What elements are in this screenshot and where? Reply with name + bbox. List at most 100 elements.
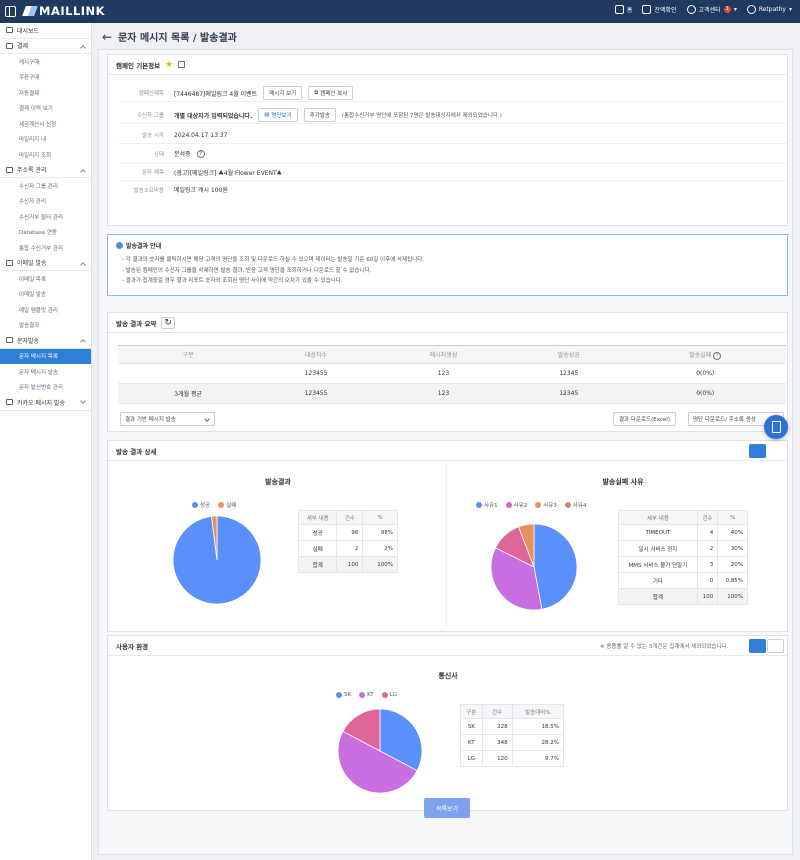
menu-toggle-icon[interactable]	[5, 6, 16, 17]
sidebar-item[interactable]: 수신자 관리	[0, 194, 91, 210]
sidebar-item-label: Database 연동	[19, 230, 58, 237]
cell[interactable]: 123455	[258, 363, 374, 384]
chart-legend: 성공 실패	[192, 501, 236, 509]
chevron-up-icon	[80, 168, 86, 175]
view-message-button[interactable]: 메시지 보기	[263, 86, 303, 100]
sidebar-item[interactable]: 문자 발신번호 관리	[0, 380, 91, 396]
sidebar-item-label: 대시보드	[17, 27, 40, 35]
chevron-up-icon	[80, 339, 86, 345]
pie-slice-SK[interactable]	[379, 708, 423, 772]
cell[interactable]: 98	[336, 524, 364, 541]
sidebar-section[interactable]: 문자발송	[0, 333, 91, 349]
pie-chart-toggle[interactable]	[749, 639, 766, 653]
user-menu[interactable]: Retpathy ▾	[746, 5, 792, 14]
notice-title: 발송결과 안내	[126, 243, 162, 250]
select-value: 결과 기반 메시지 발송	[125, 417, 176, 423]
info-row-send-start: 발송 시작 2024.04.17 13:37	[118, 127, 788, 144]
status-value: 분석중	[174, 151, 191, 158]
memo-icon[interactable]	[178, 61, 186, 68]
sidebar-item[interactable]: 발송결과	[0, 318, 91, 334]
legend-item: 사유1	[476, 501, 498, 509]
logo[interactable]: MAILLINK	[24, 4, 105, 18]
download-excel-button[interactable]: 결과 다운로드(Excel)	[613, 412, 676, 426]
info-row-campaign-title: 캠페인제목 [7446487]메일링크 4월 이벤트 메시지 보기 ⧉ 캠페인 복…	[118, 85, 788, 102]
sidebar-item[interactable]: 결제 이력 보기	[0, 101, 91, 117]
pie-chart-toggle[interactable]	[749, 444, 766, 458]
cell: 0(0%)	[624, 383, 786, 404]
env-note: ※ 용용률 알 수 없는 3개건은 집계에서 제외되었습니다.	[600, 644, 729, 650]
help-icon[interactable]: ?	[713, 351, 722, 360]
sidebar-item[interactable]: 쿠폰구매	[0, 70, 91, 86]
chart-legend: SK KT LG	[336, 692, 397, 698]
legend-dot	[505, 502, 512, 508]
campaign-info-card: 캠페인 기본정보 ★ 캠페인제목 [7446487]메일링크 4월 이벤트 메시지…	[107, 54, 788, 226]
sidebar-section[interactable]: 결제	[0, 39, 91, 54]
row-label: 발송 시작	[142, 133, 164, 139]
sidebar-item[interactable]: 수신거부 필터 관리	[0, 209, 91, 225]
sidebar-section[interactable]: 대시보드	[0, 23, 91, 39]
support-link[interactable]: 고객센터 1 ▾	[686, 5, 737, 14]
sidebar-section[interactable]: 주소록 관리	[0, 163, 91, 178]
cell: LG	[460, 750, 483, 767]
home-link[interactable]: 홈	[614, 5, 632, 14]
cell[interactable]: 4	[696, 524, 719, 541]
legend-label: 실패	[226, 503, 237, 509]
column-header-fail: 발송실패 ?	[624, 345, 786, 364]
column-header: 세부 내용	[618, 510, 698, 525]
cell[interactable]: 0(0%)	[624, 363, 786, 384]
additional-send-button[interactable]: 추가발송	[303, 108, 336, 122]
sidebar-section[interactable]: 이메일 발송	[0, 256, 91, 271]
cell: 성공	[297, 524, 338, 541]
back-arrow-icon[interactable]: ←	[102, 29, 113, 44]
table-row: TIMEOUT 4 40%	[618, 524, 748, 541]
star-icon[interactable]: ★	[165, 59, 174, 70]
sidebar-item[interactable]: 문자 메시지 발송	[0, 364, 91, 380]
pie-slice-LG[interactable]	[342, 708, 381, 752]
sidebar-item-label: 이메일 목록	[19, 276, 47, 283]
pie-slice-사유4[interactable]	[517, 523, 535, 568]
sidebar-item[interactable]: 통합 수신거부 관리	[0, 240, 91, 256]
table-toggle[interactable]	[767, 639, 784, 653]
view-list-button[interactable]: ▤ 명단보기	[258, 108, 298, 122]
pie-slice-사유1[interactable]	[533, 523, 578, 610]
table-row: SK 228 18.5%	[460, 718, 565, 735]
menu-section-icon	[6, 399, 13, 406]
cell[interactable]: 12345	[513, 363, 625, 384]
cell[interactable]: 3	[696, 556, 719, 573]
pie-slice-실패[interactable]	[211, 515, 218, 561]
sidebar-item[interactable]: 세금계산서 신청	[0, 116, 91, 132]
help-icon[interactable]: ?	[196, 149, 205, 158]
cell: 합계	[618, 588, 698, 605]
sidebar-item[interactable]: 캐시구매	[0, 54, 91, 70]
copy-campaign-button[interactable]: ⧉ 캠페인 복사	[308, 86, 354, 100]
report-fab-button[interactable]	[764, 415, 788, 439]
cell: KT	[460, 734, 483, 751]
sidebar-item[interactable]: 이메일 발송	[0, 287, 91, 303]
sidebar-item[interactable]: Database 연동	[0, 225, 91, 241]
sidebar-section[interactable]: 카카오 메시지 발송	[0, 395, 91, 411]
cell[interactable]: 0	[696, 572, 719, 589]
cell[interactable]: 123	[373, 363, 514, 384]
column-header: 발송대비%	[511, 704, 565, 719]
cell: 228	[481, 718, 513, 735]
sidebar-item[interactable]: 이메일 목록	[0, 271, 91, 287]
cell[interactable]: 2	[336, 540, 364, 557]
refresh-icon[interactable]: ↻	[161, 316, 175, 329]
list-button[interactable]: 목록보기	[424, 798, 470, 818]
sidebar-item[interactable]: 마일리지 조회	[0, 147, 91, 163]
sidebar-item[interactable]: 마일리지 내	[0, 132, 91, 148]
legend-label: SK	[344, 692, 352, 698]
sidebar-item[interactable]: 수신자 그룹 관리	[0, 178, 91, 194]
cell: 기타	[618, 572, 698, 589]
legend-dot	[359, 692, 366, 698]
balance-link[interactable]: 잔액확인	[642, 5, 677, 14]
sidebar-item[interactable]: 자동결제	[0, 85, 91, 101]
pie-slice-사유2[interactable]	[490, 547, 543, 611]
legend-item: 사유4	[564, 501, 587, 509]
sidebar-item-label: 마일리지 조회	[19, 152, 52, 159]
pie-slice-KT[interactable]	[337, 730, 418, 794]
result-based-send-select[interactable]: 결과 기반 메시지 발송	[120, 412, 215, 426]
sidebar-item[interactable]: 문자 메시지 목록	[0, 348, 91, 364]
sidebar-item[interactable]: 메일 템플릿 관리	[0, 302, 91, 318]
cell[interactable]: 2	[696, 540, 719, 557]
